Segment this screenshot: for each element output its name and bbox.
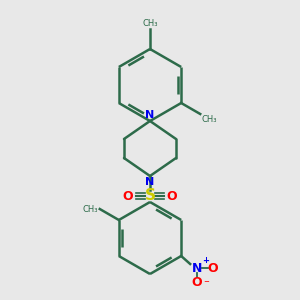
Text: N: N	[146, 110, 154, 120]
Text: O: O	[192, 275, 202, 289]
Text: S: S	[145, 188, 155, 203]
Text: N: N	[146, 177, 154, 187]
Text: +: +	[202, 256, 209, 265]
Text: N: N	[192, 262, 202, 275]
Text: CH₃: CH₃	[201, 115, 217, 124]
Text: O: O	[167, 190, 177, 202]
Text: CH₃: CH₃	[142, 19, 158, 28]
Text: ⁻: ⁻	[203, 279, 209, 289]
Text: CH₃: CH₃	[82, 205, 98, 214]
Text: O: O	[123, 190, 133, 202]
Text: O: O	[208, 262, 218, 275]
